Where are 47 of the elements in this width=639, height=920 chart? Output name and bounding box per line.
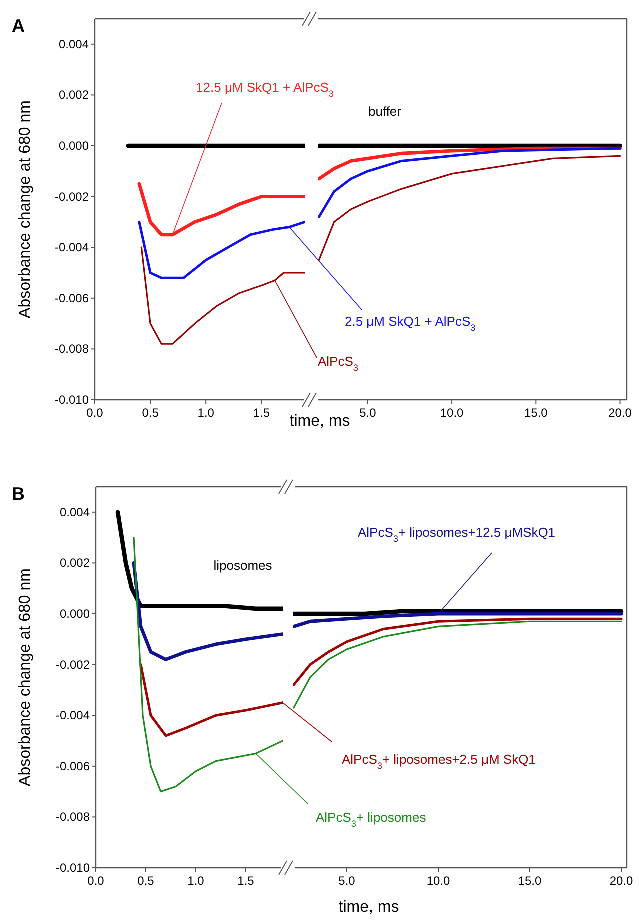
text: AlPcS$_{3}$+ liposomes (316, 810, 427, 829)
x-tick-label: 5.0 (338, 874, 356, 888)
x-tick-label: 15.0 (524, 406, 548, 420)
x-axis-title: time, ms (290, 413, 350, 430)
y-tick-label: -0.002 (54, 190, 90, 204)
y-tick-label: -0.004 (56, 708, 90, 723)
x-tick-label: 1.5 (253, 406, 270, 420)
y-tick-label: 0.000 (58, 139, 90, 153)
text: AlPcS$_{3}$+ liposomes+2.5 μM SkQ1 (342, 752, 536, 771)
x-tick-label: 10.0 (426, 874, 450, 888)
y-tick-label: 0.002 (58, 88, 90, 102)
x-tick-label: 20.0 (610, 874, 634, 888)
chart-title: A (12, 16, 25, 36)
x-tick-label: 1.5 (238, 874, 255, 888)
y-tick-label: -0.002 (56, 658, 90, 672)
text: buffer (368, 104, 402, 119)
text: 12.5 μM SkQ1 + AlPcS$_{3}$ (196, 80, 334, 99)
y-tick-label: -0.010 (56, 861, 90, 875)
y-tick-label: -0.008 (56, 810, 90, 824)
y-tick-label: -0.006 (54, 291, 90, 306)
y-tick-label: -0.006 (56, 759, 90, 774)
text: liposomes (214, 558, 273, 573)
x-tick-label: 0.5 (142, 406, 160, 420)
y-tick-label: 0.000 (60, 607, 90, 621)
x-tick-label: 15.0 (518, 874, 542, 888)
x-tick-label: 0.5 (138, 874, 155, 888)
x-tick-label: 0.0 (86, 406, 104, 420)
y-tick-label: -0.004 (54, 240, 90, 255)
y-tick-label: -0.010 (54, 393, 90, 407)
y-tick-label: 0.002 (60, 556, 90, 570)
chart-title: B (12, 484, 25, 504)
x-tick-label: 1.0 (188, 874, 205, 888)
y-tick-label: 0.004 (60, 505, 90, 520)
x-tick-label: 20.0 (608, 406, 632, 420)
x-tick-label: 1.0 (198, 406, 215, 420)
x-tick-label: 0.0 (88, 874, 105, 888)
y-axis-title: Absorbance change at 680 nm (17, 100, 34, 318)
x-tick-label: 10.0 (440, 406, 464, 420)
y-tick-label: -0.008 (54, 342, 90, 356)
text: 2.5 μM SkQ1 + AlPcS$_{3}$ (345, 314, 476, 333)
y-tick-label: 0.004 (58, 37, 90, 52)
y-axis-title: Absorbance change at 680 nm (17, 568, 34, 786)
line-series (116, 510, 283, 612)
x-axis-title: time, ms (338, 899, 400, 916)
text: AlPcS$_{3}$ (318, 354, 358, 373)
x-tick-label: 5.0 (360, 406, 377, 420)
text: AlPcS$_{3}$+ liposomes+12.5 μMSkQ1 (358, 525, 556, 544)
